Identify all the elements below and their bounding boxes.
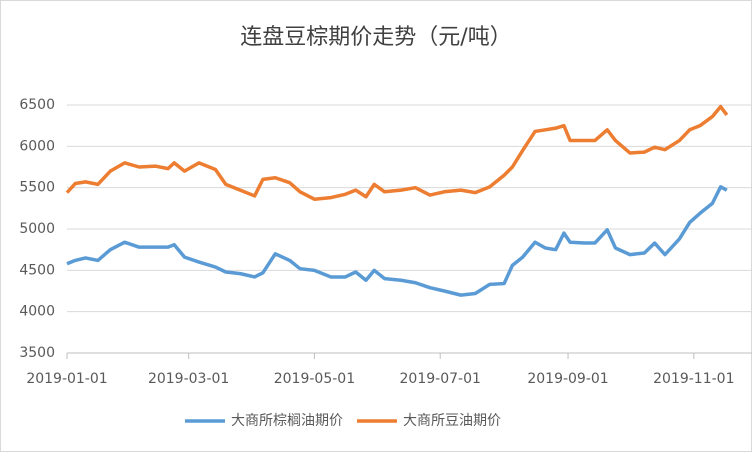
series-line xyxy=(65,104,729,201)
y-tick-label: 5500 xyxy=(19,180,55,196)
x-tick-label: 2019-03-01 xyxy=(148,371,229,387)
chart-title: 连盘豆棕期价走势（元/吨） xyxy=(240,25,511,50)
y-tick-label: 3500 xyxy=(19,345,55,361)
x-tick-label: 2019-07-01 xyxy=(400,371,481,387)
y-tick-label: 4000 xyxy=(19,304,55,320)
y-tick-label: 5000 xyxy=(19,221,55,237)
y-tick-label: 6000 xyxy=(19,138,55,154)
x-tick-label: 2019-09-01 xyxy=(527,371,608,387)
series-line xyxy=(66,185,728,297)
y-tick-label: 6500 xyxy=(19,97,55,113)
x-tick-label: 2019-11-01 xyxy=(653,371,734,387)
y-tick-label: 4500 xyxy=(19,262,55,278)
legend-label: 大商所豆油期价 xyxy=(403,413,501,429)
x-tick-label: 2019-05-01 xyxy=(274,371,355,387)
x-tick-label: 2019-01-01 xyxy=(26,371,107,387)
legend-label: 大商所棕榈油期价 xyxy=(231,413,343,429)
